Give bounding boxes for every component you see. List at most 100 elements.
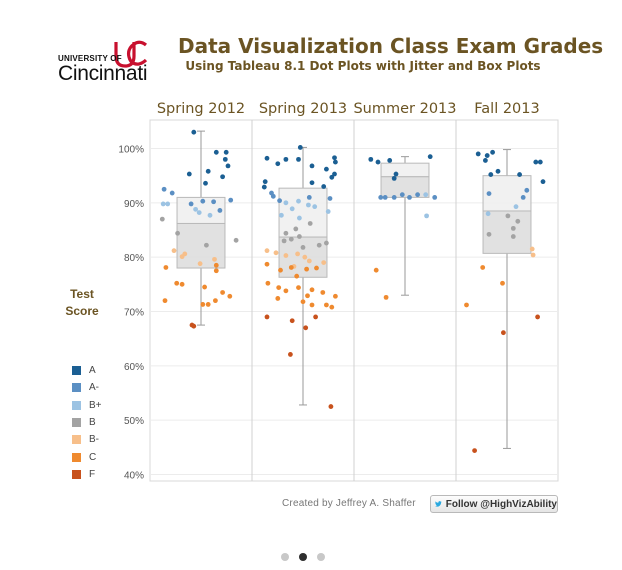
score-point: [264, 314, 270, 320]
score-point: [515, 218, 521, 224]
legend-swatch: [72, 452, 81, 462]
score-point: [217, 208, 223, 213]
score-point: [179, 281, 185, 287]
box-upper-half: [482, 175, 532, 212]
score-point: [300, 244, 306, 250]
score-point: [524, 187, 530, 193]
score-point: [211, 199, 217, 205]
score-point: [530, 252, 536, 258]
score-point: [324, 166, 329, 172]
y-tick-label: 40%: [124, 471, 144, 482]
score-point: [220, 174, 226, 180]
score-point: [540, 179, 546, 185]
chart-subtitle: Using Tableau 8.1 Dot Plots with Jitter …: [185, 59, 541, 73]
score-point: [533, 159, 539, 165]
score-point: [213, 268, 219, 274]
score-point: [484, 153, 490, 158]
score-point: [391, 175, 397, 181]
grade-legend: A A- B+ B B- C F: [72, 362, 102, 483]
score-point: [505, 213, 511, 219]
score-point: [161, 186, 167, 192]
score-point: [163, 265, 169, 270]
y-axis-title-line1: Test: [70, 287, 94, 301]
score-point: [495, 168, 501, 174]
score-point: [510, 234, 516, 239]
legend-swatch: [72, 366, 81, 376]
score-point: [297, 215, 302, 221]
score-point: [490, 149, 495, 155]
score-point: [200, 302, 206, 307]
score-point: [264, 261, 270, 267]
legend-item: A-: [72, 379, 102, 396]
score-point: [279, 212, 284, 218]
score-point: [228, 197, 234, 203]
legend-label: A: [89, 365, 96, 377]
logo-university-of: UNIVERSITY OF: [58, 54, 122, 63]
score-point: [283, 230, 289, 236]
score-point: [225, 163, 231, 169]
legend-swatch: [72, 418, 81, 428]
score-point: [312, 204, 318, 210]
score-point: [483, 158, 488, 163]
score-point: [486, 231, 492, 237]
score-point: [378, 195, 384, 200]
score-point: [296, 198, 301, 204]
score-point: [327, 196, 333, 201]
score-point: [269, 190, 274, 196]
score-point: [295, 251, 300, 257]
score-point: [407, 195, 412, 200]
score-point: [277, 198, 282, 204]
carousel-dot[interactable]: [317, 553, 325, 561]
carousel-dot[interactable]: [299, 553, 307, 561]
score-point: [169, 190, 175, 196]
score-point: [188, 201, 194, 207]
score-point: [383, 294, 389, 300]
score-point: [368, 156, 374, 162]
score-point: [171, 248, 177, 254]
score-point: [529, 246, 535, 252]
score-point: [189, 322, 195, 328]
y-tick-label: 100%: [118, 145, 144, 156]
score-point: [265, 280, 271, 286]
box-lower-half: [380, 176, 430, 198]
score-point: [182, 251, 188, 257]
score-point: [309, 180, 315, 186]
panel-header: Summer 2013: [353, 101, 456, 117]
score-point: [289, 318, 295, 324]
score-point: [513, 204, 519, 210]
legend-swatch: [72, 435, 81, 445]
score-point: [486, 191, 492, 196]
y-tick-label: 90%: [124, 199, 144, 210]
legend-swatch: [72, 383, 81, 393]
score-point: [213, 298, 218, 304]
score-point: [293, 226, 299, 232]
score-point: [264, 248, 270, 254]
legend-label: B+: [89, 399, 102, 411]
score-point: [165, 201, 171, 207]
score-point: [321, 184, 327, 189]
score-point: [160, 201, 166, 207]
y-tick-label: 60%: [124, 362, 144, 373]
score-point: [278, 267, 283, 273]
panel-header: Spring 2013: [259, 101, 347, 117]
score-point: [179, 254, 185, 260]
legend-item: F: [72, 466, 102, 483]
score-point: [321, 260, 327, 265]
y-axis-title: Test Score: [60, 286, 104, 320]
panel-header: Fall 2013: [474, 101, 539, 117]
legend-label: A-: [89, 382, 99, 394]
score-point: [275, 161, 281, 167]
carousel-dot[interactable]: [281, 553, 289, 561]
score-point: [424, 213, 429, 219]
follow-twitter-button[interactable]: Follow @HighVizAbility: [430, 495, 558, 513]
score-point: [294, 273, 300, 279]
score-point: [207, 212, 213, 218]
score-point: [213, 149, 219, 155]
score-point: [281, 238, 287, 244]
score-point: [200, 198, 206, 204]
score-point: [291, 264, 297, 269]
score-point: [296, 156, 301, 162]
score-point: [329, 304, 335, 310]
score-point: [332, 155, 337, 161]
